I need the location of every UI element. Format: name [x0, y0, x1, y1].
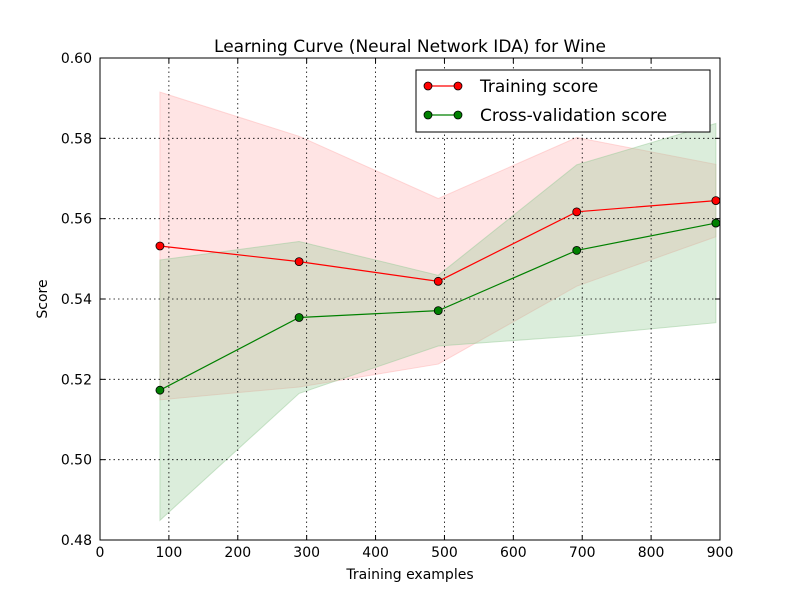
chart-title: Learning Curve (Neural Network IDA) for …: [214, 37, 606, 57]
data-point-series-1: [572, 245, 582, 255]
x-tick-label: 0: [96, 545, 105, 561]
legend-marker-1: [423, 110, 433, 120]
data-point-series-1: [711, 218, 721, 228]
x-tick-label: 900: [707, 545, 734, 561]
legend-label-1: Cross-validation score: [480, 106, 667, 126]
x-tick-label: 500: [431, 545, 458, 561]
legend-marker-0: [453, 81, 463, 91]
data-point-series-0: [155, 241, 165, 251]
axis-ticks: 0 100 200 300 400 500 600 700 800 900 0.48 0.50 0.52…: [61, 51, 734, 561]
x-axis-label: Training examples: [345, 567, 473, 583]
data-point-series-1: [433, 306, 443, 316]
data-point-series-0: [711, 196, 721, 205]
data-point-series-1: [155, 385, 165, 395]
x-tick-label: 200: [224, 545, 251, 561]
band-series-1: [159, 122, 717, 522]
data-point-series-0: [572, 207, 582, 217]
x-tick-label: 300: [293, 545, 320, 561]
y-tick-label: 0.54: [61, 292, 92, 308]
legend-marker-0: [423, 81, 433, 91]
y-tick-label: 0.56: [61, 212, 92, 228]
data-point-series-0: [433, 276, 443, 286]
x-tick-label: 100: [156, 545, 183, 561]
data-point-series-0: [294, 257, 304, 267]
x-tick-label: 600: [500, 545, 527, 561]
legend: Training score Cross-validation score: [415, 69, 711, 133]
y-tick-label: 0.48: [61, 533, 92, 549]
score-bands: [159, 91, 717, 522]
legend-label-0: Training score: [479, 77, 598, 97]
data-point-series-1: [294, 313, 304, 322]
x-tick-label: 400: [362, 545, 389, 561]
legend-marker-1: [453, 110, 463, 120]
legend-box: [415, 69, 711, 133]
x-tick-label: 700: [569, 545, 596, 561]
series-lines: [155, 196, 721, 395]
y-axis-label: Score: [35, 279, 51, 318]
y-tick-label: 0.60: [61, 51, 92, 67]
y-tick-label: 0.52: [61, 372, 92, 388]
x-tick-label: 800: [638, 545, 665, 561]
y-tick-label: 0.58: [61, 131, 92, 147]
y-tick-label: 0.50: [61, 453, 92, 469]
